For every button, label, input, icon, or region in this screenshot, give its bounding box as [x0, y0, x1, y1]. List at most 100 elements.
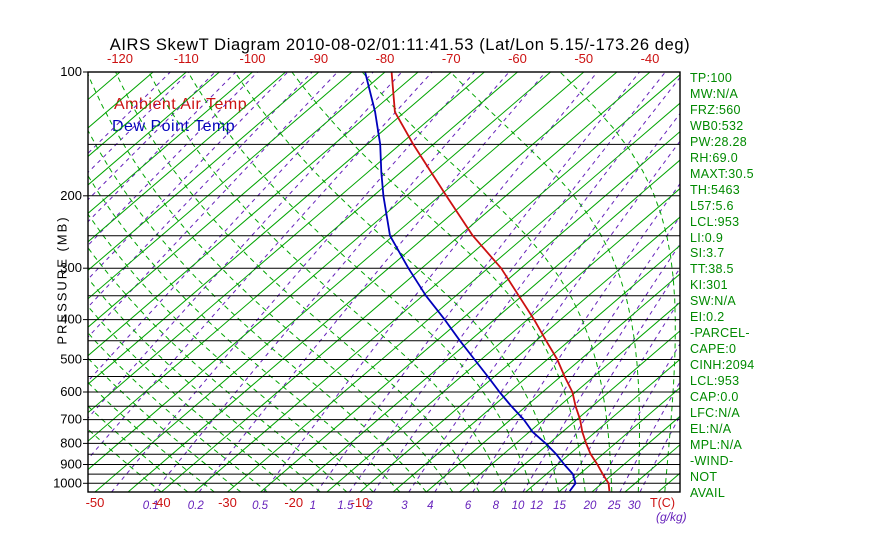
- panel-line-18: CINH:2094: [690, 358, 755, 373]
- panel-line-11: SI:3.7: [690, 246, 725, 261]
- mixing-ratio-line: [595, 342, 680, 492]
- panel-line-9: LCL:953: [690, 214, 740, 229]
- isotherm-line: [392, 244, 680, 492]
- panel-line-6: MAXT:30.5: [690, 166, 754, 181]
- mixing-ratio-label: 8: [493, 500, 500, 512]
- isotherm-line: [260, 130, 680, 492]
- mixing-ratio-line: [88, 72, 237, 223]
- isotherm-line: [359, 216, 680, 492]
- panel-line-16: -PARCEL-: [690, 326, 750, 341]
- panel-line-19: LCL:953: [690, 374, 740, 389]
- pressure-tick-label: 700: [60, 412, 82, 427]
- bottom-axis-temp-label: -20: [284, 495, 303, 510]
- mixing-ratio-line: [88, 72, 433, 460]
- isotherm-line: [194, 74, 680, 492]
- isotherm-line: [160, 72, 651, 492]
- moist-adiabat-line: [88, 277, 321, 492]
- plot-grid: [88, 72, 680, 492]
- isotherm-line: [88, 72, 353, 300]
- mixing-ratio-label: 0.2: [188, 500, 205, 512]
- isotherm-line: [88, 72, 220, 186]
- legend-ambient-air-temp: Ambient Air Temp: [114, 96, 248, 113]
- top-axis-temp-label: -90: [309, 51, 328, 66]
- dew-point-temp-curve: [364, 72, 577, 492]
- pressure-tick-label: 400: [60, 312, 82, 327]
- moist-adiabat-line: [115, 72, 480, 492]
- panel-line-13: KI:301: [690, 278, 728, 293]
- panel-line-0: TP:100: [690, 71, 733, 85]
- isotherm-line: [88, 72, 286, 243]
- mixing-ratio-label: 0.5: [252, 500, 269, 512]
- isotherm-line: [558, 387, 680, 492]
- plot-border: [87, 71, 681, 493]
- moist-adiabat-line: [559, 72, 676, 492]
- isotherm-line: [459, 301, 680, 492]
- mixing-ratio-label: 4: [427, 500, 433, 512]
- mixing-ratio-line: [88, 72, 313, 308]
- isotherm-line: [88, 72, 320, 271]
- isotherm-line: [525, 358, 680, 492]
- mixing-ratio-line: [88, 72, 289, 280]
- mixing-ratio-line: [88, 72, 171, 154]
- moist-adiabat-line: [450, 72, 641, 492]
- mixing-ratio-line: [500, 215, 680, 492]
- top-axis-temp-label: -70: [442, 51, 461, 66]
- mixing-ratio-line: [153, 72, 510, 492]
- mixing-ratio-line: [88, 72, 258, 247]
- mixing-ratio-line: [88, 72, 403, 419]
- isotherm-line: [591, 415, 680, 492]
- mixing-ratio-line: [472, 182, 680, 492]
- legend-dew-point-temp: Dew Point Temp: [112, 118, 236, 135]
- isotherm-line: [88, 72, 551, 471]
- mixing-ratio-line: [564, 298, 680, 492]
- top-axis-temp-label: -50: [574, 51, 593, 66]
- mixing-ratio-label: 12: [530, 500, 543, 512]
- mixing-ratio-line: [373, 76, 680, 492]
- panel-line-7: TH:5463: [690, 182, 741, 197]
- mixing-ratio-label: 1.5: [337, 500, 354, 512]
- panel-line-10: LI:0.9: [690, 230, 724, 245]
- mixing-ratio-label: 1: [310, 500, 316, 512]
- mixing-ratio-label: 10: [512, 500, 525, 512]
- moist-adiabat-line: [88, 405, 189, 492]
- mixing-ratio-line: [541, 267, 680, 492]
- panel-line-1: MW:N/A: [690, 86, 739, 101]
- pressure-tick-label: 600: [60, 384, 82, 399]
- moist-adiabat-line: [88, 129, 427, 492]
- isotherm-line: [88, 72, 253, 215]
- panel-line-15: EI:0.2: [690, 310, 725, 325]
- mixing-ratio-line: [348, 72, 666, 492]
- moist-adiabat-line: [88, 73, 454, 492]
- mixing-ratio-label: 6: [465, 500, 472, 512]
- bottom-axis-temp-label: -10: [351, 495, 370, 510]
- moist-adiabat-line: [88, 305, 295, 492]
- mixing-ratio-label: 25: [607, 500, 621, 512]
- isotherm-line: [88, 72, 187, 158]
- top-axis-temp-label: -110: [174, 51, 199, 66]
- top-axis-temp-label: -40: [641, 51, 660, 66]
- pressure-tick-label: 100: [60, 64, 82, 79]
- moist-adiabat-line: [148, 72, 507, 492]
- moist-adiabat-line: [88, 246, 348, 492]
- moist-adiabat-line: [88, 332, 268, 492]
- isotherm-line: [94, 72, 585, 492]
- isotherm-line: [88, 72, 485, 414]
- ambient-air-temp-curve: [390, 72, 611, 492]
- mixing-ratio-label: 2: [365, 500, 373, 512]
- isotherm-line: [492, 330, 680, 492]
- panel-line-20: CAP:0.0: [690, 390, 739, 405]
- isotherm-line: [293, 159, 680, 492]
- pressure-tick-label: 200: [60, 188, 82, 203]
- top-axis-temp-label: -100: [239, 51, 265, 66]
- bottom-axis-temp-label: -30: [218, 495, 237, 510]
- moist-adiabat-line: [291, 72, 586, 492]
- pressure-tick-label: 1000: [53, 475, 82, 490]
- moist-adiabat-line: [234, 72, 560, 492]
- panel-line-24: -WIND-: [690, 453, 734, 468]
- pressure-tick-label: 800: [60, 435, 82, 450]
- pressure-tick-label: 900: [60, 456, 82, 471]
- panel-line-3: WB0:532: [690, 118, 744, 133]
- side-stats-panel: TP:100 MW:N/A FRZ:560 WB0:532 PW:28.28 RH:69.…: [690, 71, 755, 502]
- isotherm-line: [425, 273, 680, 492]
